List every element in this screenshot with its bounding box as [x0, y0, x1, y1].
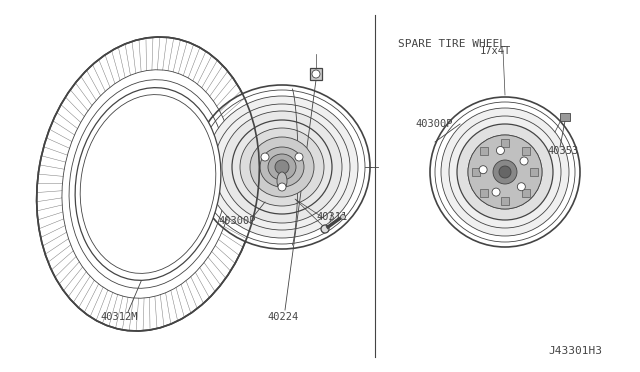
Ellipse shape [493, 160, 517, 184]
FancyBboxPatch shape [501, 139, 509, 147]
Ellipse shape [261, 153, 269, 161]
Ellipse shape [275, 160, 289, 174]
Ellipse shape [312, 70, 320, 78]
FancyBboxPatch shape [560, 113, 570, 121]
Ellipse shape [468, 135, 542, 209]
FancyBboxPatch shape [310, 68, 322, 80]
Ellipse shape [194, 85, 370, 249]
Circle shape [340, 215, 346, 219]
Text: 40312M: 40312M [100, 312, 138, 322]
Ellipse shape [268, 154, 296, 180]
Ellipse shape [479, 166, 487, 174]
Ellipse shape [278, 183, 286, 191]
Text: 40224: 40224 [267, 312, 298, 322]
FancyBboxPatch shape [522, 189, 529, 196]
Ellipse shape [497, 147, 504, 154]
FancyBboxPatch shape [530, 168, 538, 176]
Ellipse shape [499, 166, 511, 178]
FancyBboxPatch shape [501, 197, 509, 205]
FancyBboxPatch shape [481, 147, 488, 155]
Ellipse shape [250, 137, 314, 197]
Text: SPARE TIRE WHEEL: SPARE TIRE WHEEL [398, 39, 506, 49]
Text: 40300P: 40300P [415, 119, 452, 129]
Ellipse shape [520, 157, 528, 165]
Text: J43301H3: J43301H3 [548, 346, 602, 356]
Ellipse shape [222, 111, 342, 223]
Ellipse shape [517, 183, 525, 191]
Text: 40311: 40311 [316, 212, 348, 222]
Ellipse shape [75, 88, 221, 280]
FancyBboxPatch shape [472, 168, 480, 176]
Ellipse shape [430, 97, 580, 247]
Ellipse shape [441, 108, 569, 236]
Text: 17x4T: 17x4T [480, 46, 511, 56]
Ellipse shape [468, 135, 542, 209]
Ellipse shape [277, 172, 287, 190]
Ellipse shape [295, 153, 303, 161]
Ellipse shape [260, 147, 304, 187]
Text: 40353: 40353 [547, 146, 579, 156]
Ellipse shape [457, 124, 553, 220]
Text: 40300P: 40300P [218, 216, 255, 226]
Ellipse shape [492, 188, 500, 196]
Circle shape [321, 225, 329, 233]
FancyBboxPatch shape [481, 189, 488, 196]
Ellipse shape [240, 128, 324, 206]
Ellipse shape [206, 96, 358, 238]
FancyBboxPatch shape [522, 147, 529, 155]
Ellipse shape [36, 37, 259, 331]
